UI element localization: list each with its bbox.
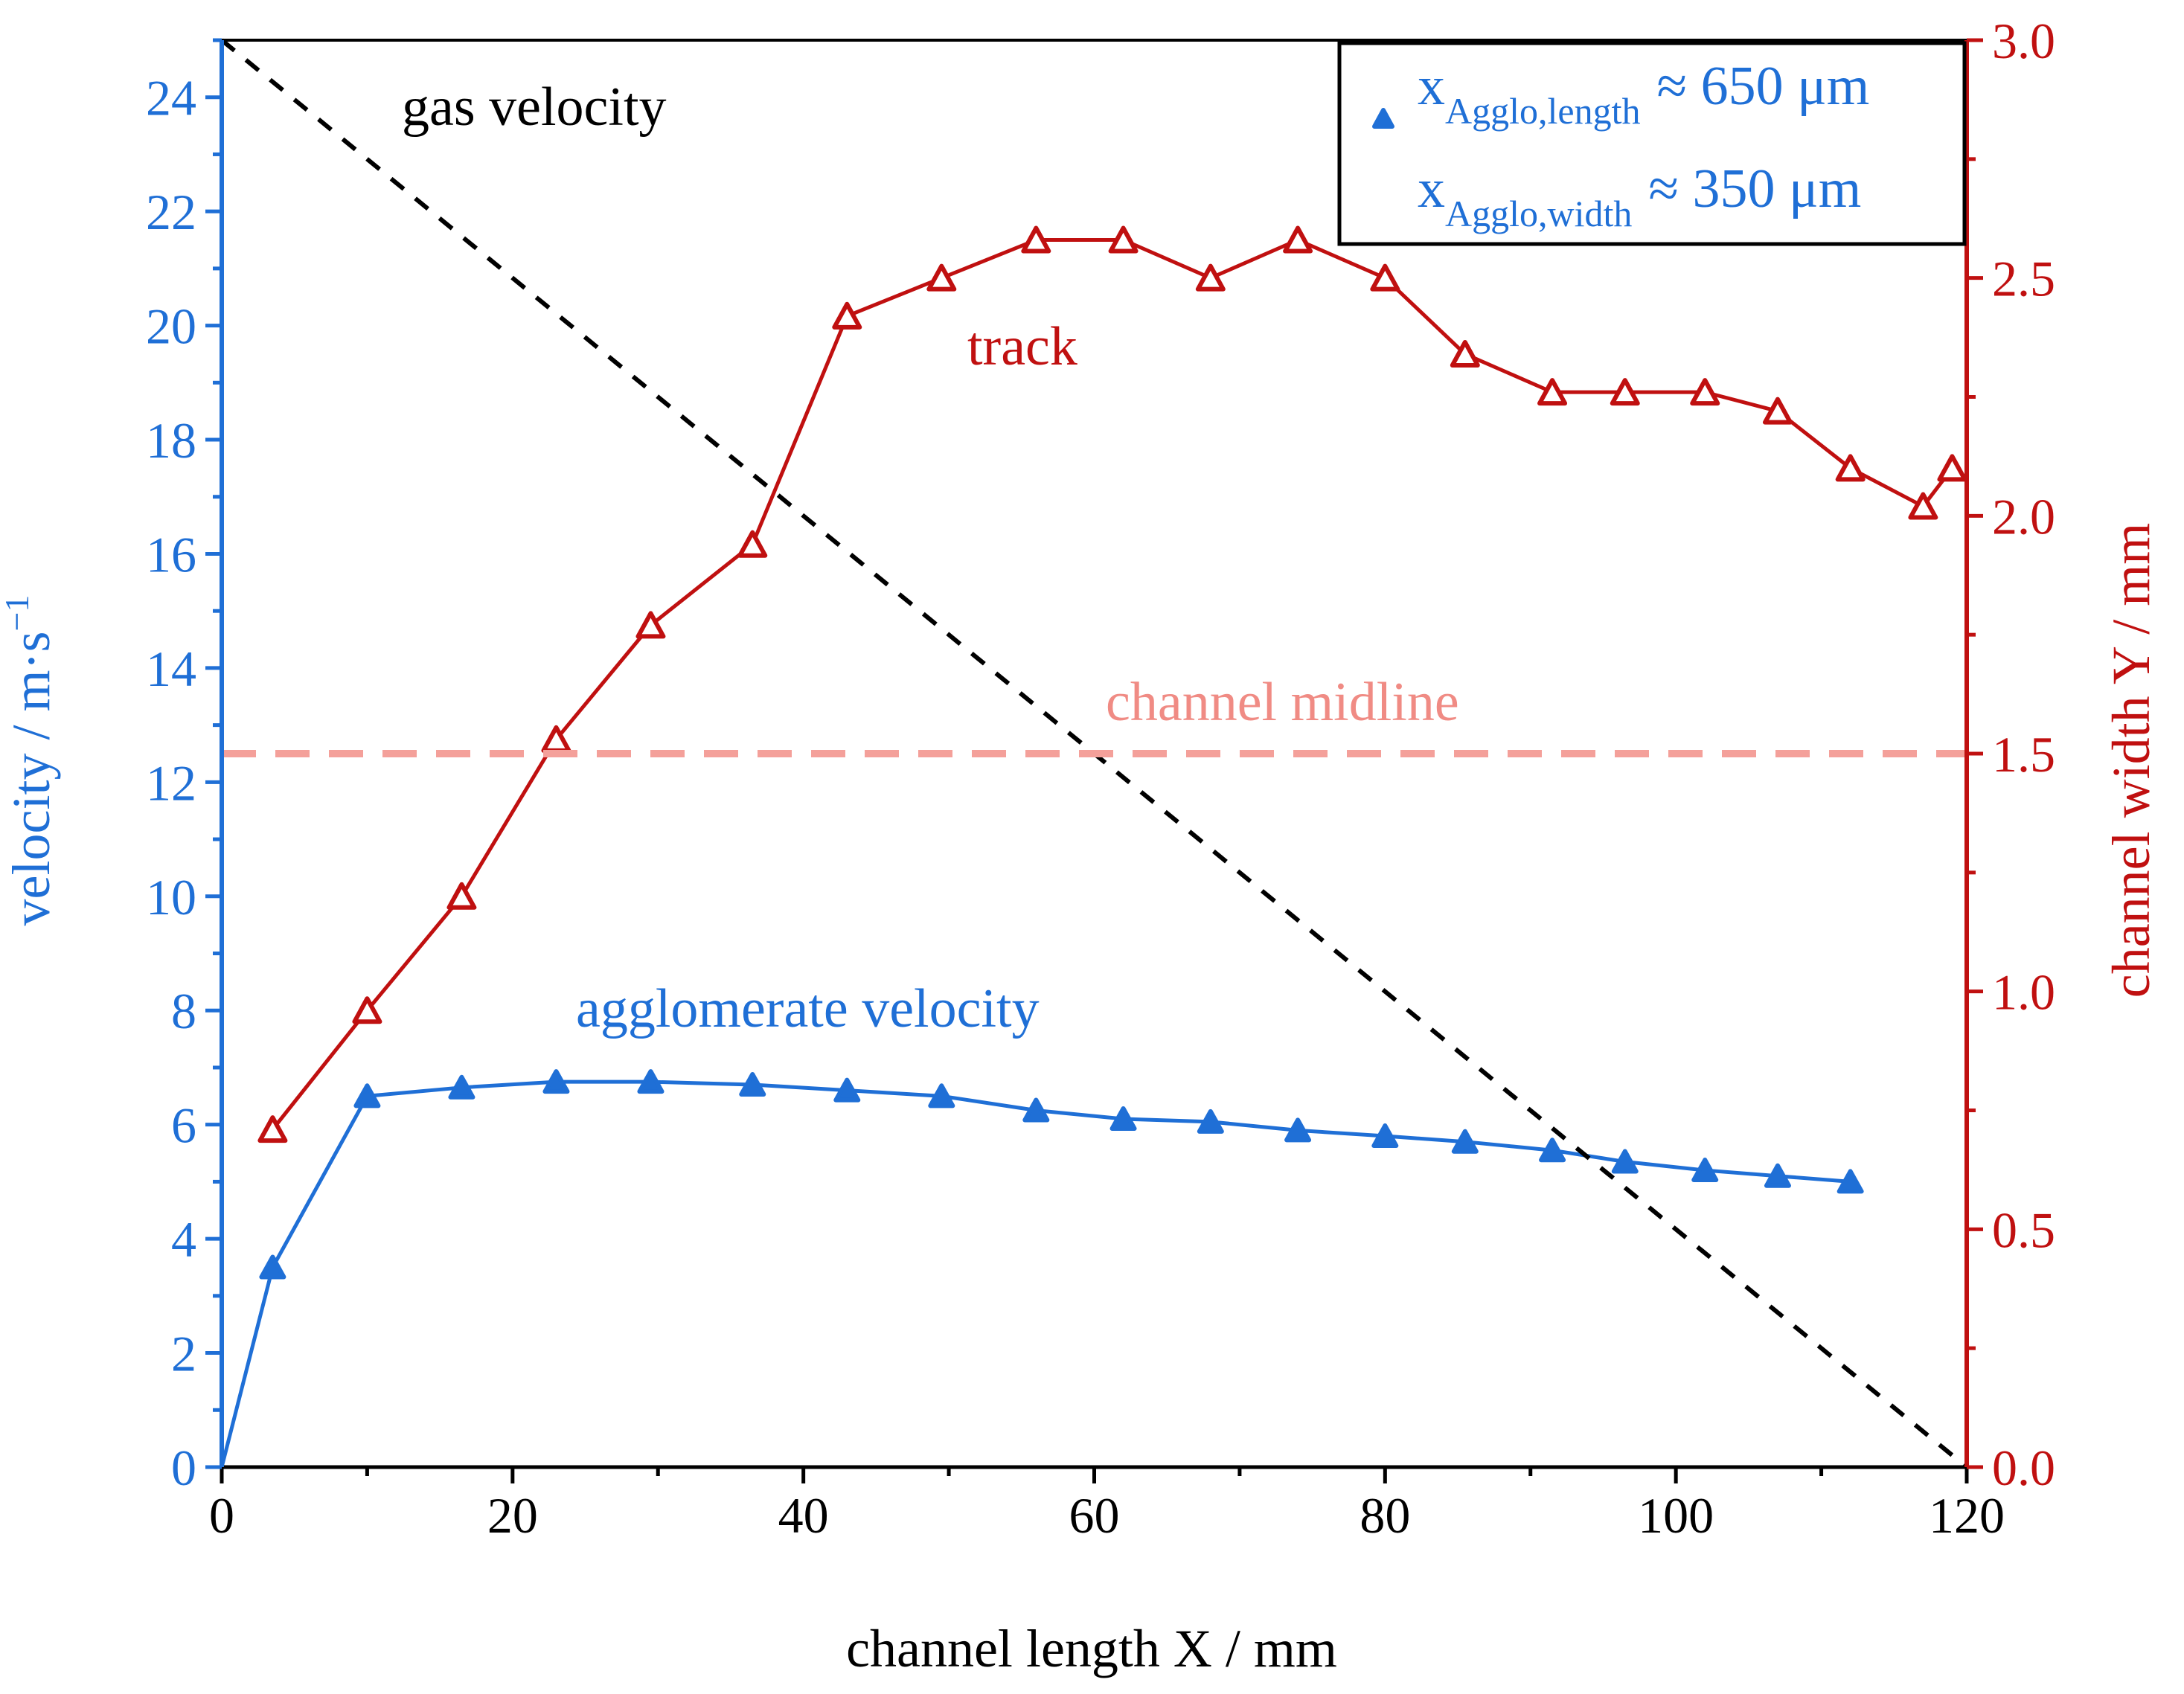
- agglomerate-velocity-point: [833, 1077, 861, 1103]
- x-tick-label: 120: [1929, 1487, 2005, 1544]
- y-right-tick-label: 1.5: [1992, 726, 2055, 783]
- legend-line-2-x: x: [1418, 158, 1445, 219]
- track-point: [1450, 339, 1480, 368]
- legend-line-1-value: ≈ 650 μm: [1656, 56, 1869, 117]
- track-point: [1908, 492, 1938, 520]
- legend-marker-triangle: [1372, 108, 1394, 129]
- axes-layer: 0 20 40 60 80 100 1200246810121416182022240.00…: [146, 13, 2055, 1544]
- series-layer: [220, 38, 1968, 1469]
- y-right-tick-label: 2.5: [1992, 251, 2055, 307]
- agglomerate-velocity-point: [1109, 1106, 1137, 1132]
- agglomerate-velocity-point: [637, 1069, 665, 1094]
- y-left-tick-label: 0: [171, 1440, 196, 1496]
- agglomerate-velocity-label: agglomerate velocity: [576, 978, 1040, 1039]
- y-left-tick-label: 12: [146, 754, 196, 811]
- y-left-tick-label: 4: [171, 1211, 196, 1268]
- x-tick-label: 0: [209, 1487, 234, 1544]
- legend-line-2-subscript: Agglo,width: [1445, 193, 1632, 234]
- legend: xAgglo,length ≈ 650 μm xAgglo,width ≈ 350 …: [1337, 41, 1967, 246]
- agglomerate-velocity-point: [1764, 1163, 1791, 1188]
- y-right-tick-label: 3.0: [1992, 13, 2055, 69]
- agglomerate-velocity-point: [1197, 1109, 1224, 1134]
- track-point: [1937, 454, 1967, 482]
- track-point: [832, 301, 862, 330]
- agglomerate-velocity-point: [353, 1083, 381, 1109]
- agglomerate-velocity-point: [739, 1071, 766, 1097]
- gas-velocity-label: gas velocity: [402, 77, 667, 138]
- y-left-tick-label: 8: [171, 983, 196, 1039]
- agglomerate-velocity-point: [448, 1074, 475, 1100]
- legend-line-2-value: ≈ 350 μm: [1648, 158, 1861, 219]
- track-point: [1690, 378, 1720, 406]
- y-left-tick-label: 16: [146, 526, 196, 583]
- track-point: [1021, 225, 1051, 254]
- x-tick-label: 60: [1069, 1487, 1120, 1544]
- agglomerate-velocity-point: [1371, 1123, 1399, 1149]
- track-point: [1610, 378, 1640, 406]
- track-point: [1370, 263, 1400, 292]
- agglomerate-velocity-point: [928, 1083, 955, 1109]
- track-label: track: [967, 316, 1077, 377]
- agglomerate-velocity-point: [1284, 1117, 1312, 1143]
- y-right-axis-title: channel width Y / mm: [2101, 523, 2161, 998]
- legend-line-2: xAgglo,width ≈ 350 μm: [1418, 158, 1861, 234]
- legend-line-1-subscript: Agglo,length: [1445, 90, 1640, 132]
- y-right-tick-label: 0.5: [1992, 1201, 2055, 1258]
- y-left-tick-label: 10: [146, 869, 196, 925]
- channel-midline-label: channel midline: [1106, 672, 1459, 733]
- track-point: [1762, 397, 1793, 425]
- y-left-tick-label: 24: [146, 70, 196, 126]
- y-left-tick-label: 22: [146, 184, 196, 240]
- track-point: [446, 882, 477, 910]
- y-left-axis-title: velocity / m·s−1: [0, 595, 61, 926]
- x-tick-label: 80: [1360, 1487, 1410, 1544]
- y-left-tick-label: 20: [146, 298, 196, 355]
- track-point: [1537, 378, 1568, 406]
- x-tick-label: 40: [778, 1487, 829, 1544]
- y-left-tick-label: 6: [171, 1097, 196, 1154]
- track-point: [926, 263, 957, 292]
- track-point: [1283, 225, 1313, 254]
- y-right-tick-label: 2.0: [1992, 488, 2055, 545]
- agglomerate-velocity-point: [1836, 1169, 1864, 1194]
- track-point: [737, 530, 768, 558]
- agglomerate-velocity-point: [259, 1254, 286, 1280]
- agglomerate-velocity-point: [1539, 1138, 1566, 1163]
- agglomerate-velocity-line: [220, 1079, 1851, 1468]
- y-left-tick-label: 14: [146, 641, 196, 697]
- x-tick-label: 20: [487, 1487, 538, 1544]
- agglomerate-velocity-point: [542, 1069, 570, 1094]
- track-point: [1108, 225, 1139, 254]
- track-point: [352, 996, 382, 1024]
- agglomerate-velocity-point: [1611, 1149, 1639, 1174]
- x-tick-label: 100: [1638, 1487, 1714, 1544]
- legend-line-1-x: x: [1418, 56, 1445, 117]
- y-right-tick-label: 1.0: [1992, 964, 2055, 1021]
- x-axis-title: channel length X / mm: [846, 1619, 1337, 1678]
- agglomerate-velocity-point: [1022, 1097, 1050, 1123]
- track-point: [635, 611, 666, 639]
- y-left-axis-title-text: velocity / m·s: [1, 632, 61, 926]
- legend-box: [1337, 41, 1967, 246]
- agglomerate-velocity-point: [1451, 1129, 1479, 1154]
- agglomerate-velocity-point: [1691, 1158, 1719, 1183]
- track-point: [1835, 454, 1866, 482]
- track-point: [1195, 263, 1226, 292]
- y-left-tick-label: 18: [146, 412, 196, 469]
- y-left-axis-title-exponent: −1: [0, 595, 36, 632]
- track-point: [257, 1115, 288, 1143]
- legend-line-1: xAgglo,length ≈ 650 μm: [1418, 56, 1869, 132]
- y-left-tick-label: 2: [171, 1326, 196, 1382]
- y-right-tick-label: 0.0: [1992, 1440, 2055, 1496]
